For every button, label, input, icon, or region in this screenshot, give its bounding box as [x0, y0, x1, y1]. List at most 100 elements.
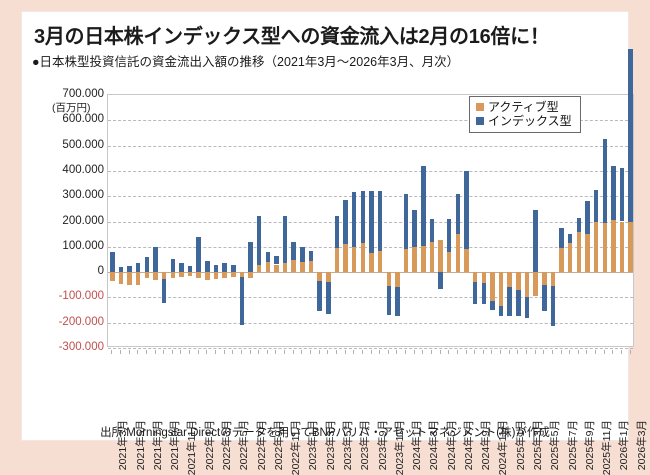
bar-group — [118, 95, 124, 348]
bar-segment-active — [274, 264, 279, 273]
bar-segment-active — [213, 272, 219, 280]
x-axis-tick — [189, 350, 191, 354]
bar-segment-active — [265, 261, 271, 273]
x-axis-tick — [422, 350, 424, 354]
bar-segment-active — [585, 234, 590, 273]
bar-segment-active — [360, 243, 366, 273]
y-axis-tick-label: -100.000 — [58, 290, 104, 303]
bar-segment-active — [196, 272, 201, 278]
y-axis-tick-label: 600.000 — [62, 113, 104, 126]
x-axis-tick — [551, 350, 553, 354]
bar-segment-index — [567, 234, 573, 243]
bar-segment-active — [593, 221, 599, 273]
bar-group — [593, 95, 599, 348]
x-axis-tick — [387, 350, 389, 354]
bar-segment-index — [144, 256, 150, 273]
bar-group — [481, 95, 487, 348]
bar-segment-active — [386, 272, 392, 286]
legend-label-active: アクティブ型 — [488, 100, 559, 114]
bar-segment-index — [559, 227, 564, 249]
chart-card: 3月の日本株インデックス型への資金流入は2月の16倍に！ ●日本株型投資信託の資… — [22, 12, 648, 475]
legend-swatch-index-icon — [476, 117, 484, 125]
bar-segment-active — [205, 272, 210, 280]
bar-segment-index — [602, 139, 607, 223]
gridline — [108, 297, 633, 299]
x-axis-tick — [223, 350, 225, 354]
x-axis-tick — [301, 350, 303, 354]
bar-segment-active — [412, 246, 417, 273]
bar-group — [179, 95, 184, 348]
bar-group — [213, 95, 219, 348]
x-axis-tick — [284, 350, 286, 354]
legend-item-index: インデックス型 — [476, 114, 572, 128]
x-axis-tick — [258, 350, 260, 354]
bar-segment-index — [179, 263, 184, 273]
y-axis-tick-label: 200.000 — [62, 214, 104, 227]
bar-segment-index — [377, 191, 383, 251]
bar-group — [421, 95, 426, 348]
bar-segment-index — [118, 267, 124, 273]
x-axis-tick — [361, 350, 363, 354]
y-axis-tick-label: -200.000 — [58, 315, 104, 328]
x-axis-tick — [500, 350, 502, 354]
bar-segment-active — [153, 272, 158, 280]
bar-group — [231, 95, 236, 348]
x-axis-tick — [119, 350, 121, 354]
bar-segment-index — [300, 246, 305, 262]
bar-segment-index — [429, 218, 435, 242]
bar-segment-active — [498, 272, 504, 307]
bar-group — [559, 95, 564, 348]
bar-segment-index — [196, 236, 201, 273]
bar-segment-index — [343, 199, 348, 245]
bar-segment-active — [567, 243, 573, 273]
bar-segment-index — [421, 165, 426, 246]
bar-group — [498, 95, 504, 348]
bar-group — [619, 95, 625, 348]
x-axis-tick — [327, 350, 329, 354]
source-note: 出所:Morningstar Directのデータを用いてBNPパリバ・アセット… — [100, 427, 550, 439]
x-axis-tick — [465, 350, 467, 354]
x-axis-tick — [266, 350, 268, 354]
bar-group — [611, 95, 616, 348]
bar-segment-active — [369, 253, 374, 273]
x-axis-labels: 2021年3月 2021年5月 2021年7月 2021年9月 2021年11月 2022… — [107, 350, 648, 475]
bar-group — [127, 95, 132, 348]
x-axis-tick — [430, 350, 432, 354]
bar-segment-active — [300, 261, 305, 273]
bar-group — [135, 95, 141, 348]
x-axis-tick — [310, 350, 312, 354]
bar-group — [282, 95, 288, 348]
x-axis-tick — [456, 350, 458, 354]
bar-group — [464, 95, 469, 348]
x-axis-tick — [396, 350, 398, 354]
x-axis-tick — [353, 350, 355, 354]
bar-group — [291, 95, 296, 348]
bar-segment-active — [170, 272, 176, 279]
bar-group — [351, 95, 357, 348]
x-axis-tick — [629, 350, 631, 354]
bar-segment-active — [542, 272, 547, 285]
bar-segment-index — [412, 210, 417, 247]
x-axis-tick — [180, 350, 182, 354]
bar-segment-active — [282, 263, 288, 273]
legend-swatch-active-icon — [476, 103, 484, 111]
bar-segment-active — [421, 245, 426, 273]
bar-segment-active — [533, 272, 538, 297]
x-axis-tick — [128, 350, 130, 354]
bar-group — [386, 95, 392, 348]
bar-segment-index — [455, 193, 461, 235]
bar-segment-index — [403, 193, 409, 250]
bar-group — [205, 95, 210, 348]
bar-segment-active — [118, 272, 124, 285]
bar-group — [377, 95, 383, 348]
x-axis-tick — [560, 350, 562, 354]
bar-group — [248, 95, 253, 348]
bar-group — [533, 95, 538, 348]
bar-segment-active — [343, 244, 348, 273]
y-axis-tick-label: 400.000 — [62, 163, 104, 176]
y-axis-labels: 700.000 600.000 500.000 400.000 300.000 200.0… — [22, 88, 104, 353]
bar-group — [256, 95, 262, 348]
bar-group — [334, 95, 340, 348]
x-axis-tick — [474, 350, 476, 354]
bar-segment-index — [438, 272, 443, 289]
